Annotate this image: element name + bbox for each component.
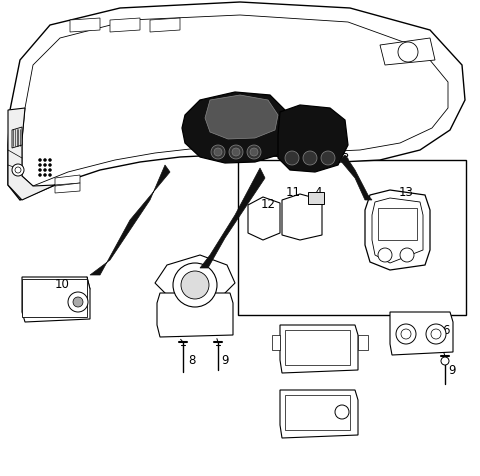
Polygon shape xyxy=(8,2,465,200)
Circle shape xyxy=(48,173,51,177)
Circle shape xyxy=(48,163,51,167)
Polygon shape xyxy=(380,38,435,65)
Circle shape xyxy=(44,173,47,177)
Circle shape xyxy=(44,169,47,171)
Polygon shape xyxy=(182,92,288,163)
Circle shape xyxy=(68,292,88,312)
Circle shape xyxy=(396,324,416,344)
Circle shape xyxy=(335,405,349,419)
Circle shape xyxy=(214,148,222,156)
Text: 8: 8 xyxy=(188,354,196,367)
Polygon shape xyxy=(22,279,87,317)
Circle shape xyxy=(400,248,414,262)
Circle shape xyxy=(229,145,243,159)
Circle shape xyxy=(250,148,258,156)
Text: 5: 5 xyxy=(321,341,329,355)
Text: 10: 10 xyxy=(55,278,70,291)
Circle shape xyxy=(211,145,225,159)
Polygon shape xyxy=(285,395,350,430)
Polygon shape xyxy=(205,95,278,139)
Polygon shape xyxy=(285,330,350,365)
Polygon shape xyxy=(12,127,22,148)
Text: 11: 11 xyxy=(286,187,300,199)
Text: 9: 9 xyxy=(448,364,456,377)
Text: 1: 1 xyxy=(202,264,210,277)
Polygon shape xyxy=(55,175,80,185)
Text: 13: 13 xyxy=(398,187,413,199)
Polygon shape xyxy=(200,168,265,268)
Polygon shape xyxy=(90,165,170,275)
Polygon shape xyxy=(358,335,368,350)
Polygon shape xyxy=(157,293,233,337)
Polygon shape xyxy=(282,194,322,240)
Polygon shape xyxy=(308,192,324,204)
Circle shape xyxy=(232,148,240,156)
Circle shape xyxy=(44,159,47,161)
Circle shape xyxy=(321,151,335,165)
Text: 4: 4 xyxy=(314,187,322,199)
Polygon shape xyxy=(280,390,358,438)
Circle shape xyxy=(401,329,411,339)
Text: 2: 2 xyxy=(190,288,198,301)
Polygon shape xyxy=(365,190,430,270)
Circle shape xyxy=(441,357,449,365)
Polygon shape xyxy=(22,277,90,322)
Polygon shape xyxy=(340,155,372,200)
Circle shape xyxy=(48,169,51,171)
Polygon shape xyxy=(8,108,55,200)
Polygon shape xyxy=(372,198,423,263)
Circle shape xyxy=(12,164,24,176)
Polygon shape xyxy=(272,335,280,350)
Polygon shape xyxy=(390,312,453,355)
Circle shape xyxy=(38,163,41,167)
Polygon shape xyxy=(248,197,280,240)
Polygon shape xyxy=(155,255,235,300)
Circle shape xyxy=(48,159,51,161)
Polygon shape xyxy=(22,15,448,186)
Circle shape xyxy=(38,169,41,171)
Circle shape xyxy=(38,159,41,161)
Text: 12: 12 xyxy=(261,198,276,211)
Circle shape xyxy=(426,324,446,344)
Polygon shape xyxy=(55,183,80,193)
Polygon shape xyxy=(110,18,140,32)
Circle shape xyxy=(398,42,418,62)
Circle shape xyxy=(38,173,41,177)
Circle shape xyxy=(247,145,261,159)
Polygon shape xyxy=(280,325,358,373)
Bar xyxy=(238,160,466,315)
Circle shape xyxy=(173,263,217,307)
Circle shape xyxy=(73,297,83,307)
Circle shape xyxy=(285,151,299,165)
Text: 3: 3 xyxy=(341,151,348,165)
Circle shape xyxy=(431,329,441,339)
Circle shape xyxy=(181,271,209,299)
Polygon shape xyxy=(378,208,417,240)
Text: 7: 7 xyxy=(321,398,329,411)
Circle shape xyxy=(303,151,317,165)
Polygon shape xyxy=(150,18,180,32)
Circle shape xyxy=(44,163,47,167)
Text: 6: 6 xyxy=(442,324,450,337)
Polygon shape xyxy=(70,18,100,32)
Text: 9: 9 xyxy=(221,354,229,367)
Circle shape xyxy=(378,248,392,262)
Polygon shape xyxy=(278,105,348,172)
Circle shape xyxy=(15,167,21,173)
